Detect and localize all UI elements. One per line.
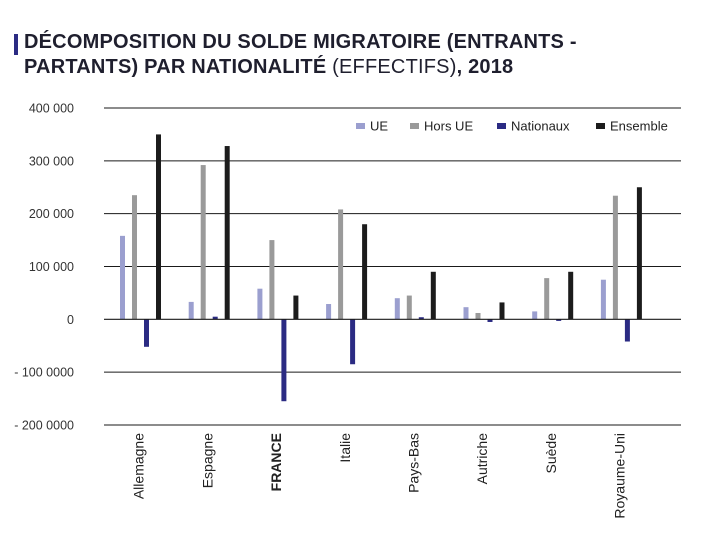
bar-ue-espagne: [188, 301, 194, 320]
legend-label-ue: UE: [370, 119, 388, 134]
bar-ensemble-italie: [362, 224, 368, 320]
bar-ensemble-pays-bas: [430, 271, 436, 320]
bar-nationaux-pays-bas: [418, 317, 424, 320]
bar-hors-ue-espagne: [200, 165, 206, 320]
x-category-label: Italie: [337, 433, 353, 463]
x-category-label: FRANCE: [268, 433, 284, 491]
bar-ue-autriche: [463, 307, 469, 320]
bar-nationaux-autriche: [487, 319, 493, 322]
legend-swatch-ensemble: [596, 123, 605, 129]
y-tick-label: 300 000: [29, 154, 74, 168]
bar-hors-ue-allemagne: [132, 195, 137, 320]
bar-hors-ue-suède: [544, 278, 550, 320]
chart-title-line2-part-light: (EFFECTIFS): [326, 56, 457, 78]
bar-ue-royaume-uni: [600, 279, 606, 320]
y-tick-label: - 100 0000: [14, 366, 74, 380]
bar-hors-ue-royaume-uni: [612, 195, 618, 320]
gridlines: [104, 107, 681, 426]
title-accent-bar: [14, 34, 18, 55]
bar-ensemble-espagne: [224, 146, 230, 320]
y-axis-tick-labels: 400 000 300 000 200 000 100 000 0 - 100 0000 -…: [14, 102, 74, 433]
y-tick-label: 200 000: [29, 207, 74, 221]
x-category-label: Suède: [543, 433, 559, 474]
y-tick-label: 100 000: [29, 260, 74, 274]
legend-swatch-nationaux: [497, 123, 506, 129]
bar-hors-ue-france: [269, 240, 275, 320]
bar-nationaux-italie: [350, 319, 356, 365]
x-category-label: Espagne: [199, 433, 215, 488]
bar-ensemble-autriche: [499, 302, 505, 320]
bar-nationaux-royaume-uni: [624, 319, 630, 342]
chart-title-line2-part-a: PARTANTS) PAR NATIONALITÉ: [24, 56, 327, 78]
legend-label-ensemble: Ensemble: [610, 119, 668, 134]
bar-ue-france: [257, 288, 263, 320]
bar-ensemble-france: [293, 295, 299, 320]
bar-hors-ue-pays-bas: [406, 295, 412, 320]
y-tick-label: - 200 0000: [14, 419, 74, 433]
y-tick-label: 400 000: [29, 102, 74, 116]
bar-nationaux-espagne: [212, 316, 218, 320]
bar-nationaux-france: [281, 319, 287, 402]
x-category-label: Autriche: [474, 433, 490, 485]
bars: [120, 134, 642, 402]
bar-ue-allemagne: [120, 235, 125, 320]
legend-swatch-ue: [356, 123, 365, 129]
bar-ensemble-allemagne: [156, 134, 161, 320]
y-tick-label: 0: [67, 313, 74, 327]
chart-title: DÉCOMPOSITION DU SOLDE MIGRATOIRE (ENTRA…: [24, 30, 684, 80]
chart-title-line2: PARTANTS) PAR NATIONALITÉ (EFFECTIFS), 2…: [24, 55, 684, 80]
bar-ue-pays-bas: [394, 298, 400, 320]
x-category-label: Allemagne: [131, 433, 147, 499]
x-axis-category-labels: Allemagne Espagne FRANCE Italie Pays-Bas Autr…: [131, 433, 628, 519]
chart-title-line1: DÉCOMPOSITION DU SOLDE MIGRATOIRE (ENTRA…: [24, 31, 577, 53]
bar-hors-ue-autriche: [475, 312, 481, 320]
x-category-label: Pays-Bas: [406, 433, 422, 493]
bar-ue-suède: [532, 311, 538, 320]
chart-title-line2-part-b: , 2018: [456, 56, 514, 78]
x-category-label: Royaume-Uni: [612, 433, 628, 519]
bar-nationaux-allemagne: [144, 319, 149, 347]
bar-ue-italie: [326, 304, 332, 320]
bar-ensemble-royaume-uni: [636, 187, 642, 320]
bar-ensemble-suède: [568, 271, 574, 320]
legend-swatch-hors-ue: [410, 123, 419, 129]
bar-hors-ue-italie: [338, 209, 344, 320]
legend-label-nationaux: Nationaux: [511, 119, 570, 134]
legend-label-hors-ue: Hors UE: [424, 119, 473, 134]
legend: UE Hors UE Nationaux Ensemble: [356, 119, 668, 134]
bar-nationaux-suède: [556, 319, 562, 321]
